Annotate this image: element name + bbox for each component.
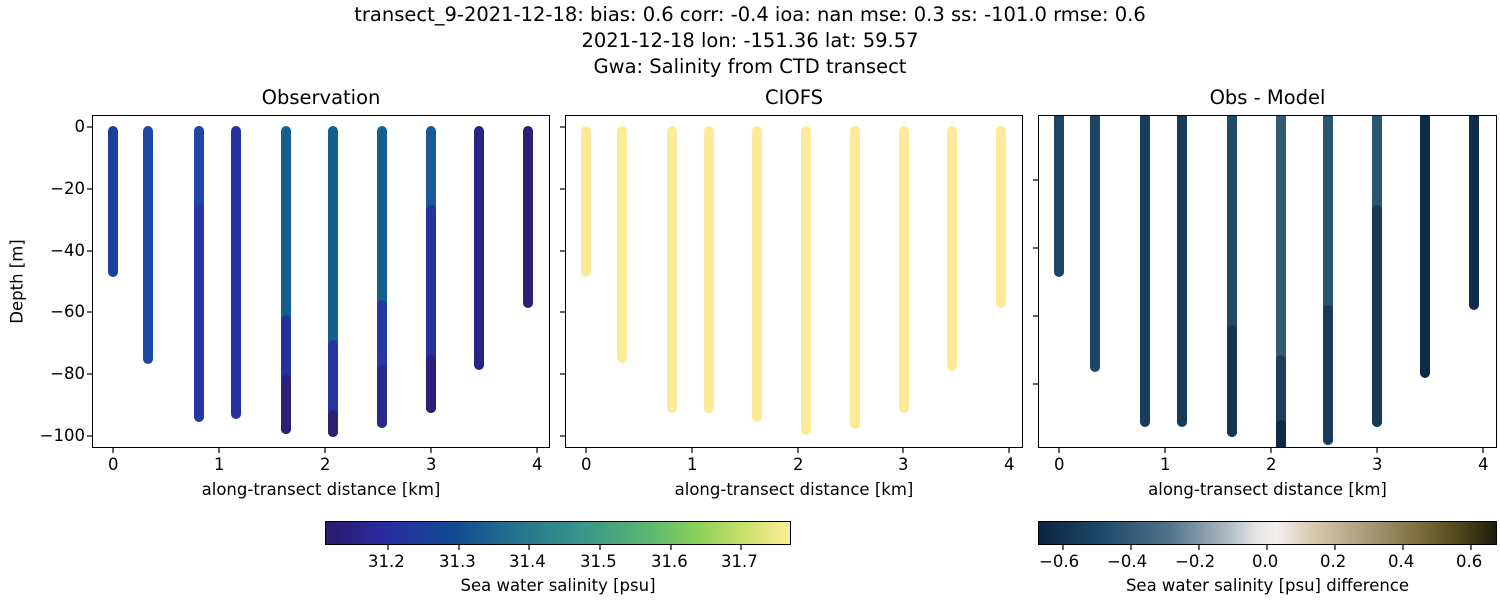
obs-model-y-ticks — [1033, 179, 1038, 385]
xtick-label: 4 — [532, 455, 543, 474]
panel-title-observation: Observation — [261, 86, 381, 109]
xtick-label: 2 — [793, 455, 804, 474]
xtick-label: 3 — [898, 455, 909, 474]
salinity-colorbar-label: Sea water salinity [psu] — [460, 576, 656, 595]
observation-xlabel: along-transect distance [km] — [201, 480, 441, 499]
colorbar-tick-label: 0.2 — [1320, 552, 1347, 571]
xtick-label: 3 — [1372, 455, 1383, 474]
xtick-label: 4 — [1004, 455, 1015, 474]
ciofs-xlabel: along-transect distance [km] — [674, 480, 914, 499]
xtick-label: 2 — [1266, 455, 1277, 474]
obs-model-xlabel: along-transect distance [km] — [1148, 480, 1387, 499]
xtick-label: 1 — [687, 455, 698, 474]
observation-y-ticks — [87, 126, 92, 437]
colorbar-tick-label: 31.4 — [509, 552, 546, 571]
colorbar-tick-label: 31.5 — [580, 552, 617, 571]
xtick-label: 3 — [426, 455, 437, 474]
observation-profiles — [108, 126, 533, 437]
ytick-label: −20 — [50, 179, 85, 198]
ytick-label: −40 — [50, 241, 85, 260]
ciofs-y-ticks — [560, 126, 565, 437]
ciofs-profiles — [581, 126, 1006, 435]
colorbar-tick-label: 31.2 — [368, 552, 405, 571]
obs-model-profiles — [1054, 116, 1479, 447]
ciofs-axes — [565, 115, 1023, 448]
observation-axes — [92, 115, 550, 448]
x-ticks — [112, 448, 1484, 453]
xtick-label: 0 — [108, 455, 119, 474]
colorbar-tick-label: −0.4 — [1107, 552, 1148, 571]
colorbar-tick-label: 31.7 — [721, 552, 758, 571]
observation-ylabel: Depth [m] — [7, 239, 27, 324]
colorbar-tick-label: −0.2 — [1175, 552, 1216, 571]
colorbar-tick-label: 0.6 — [1456, 552, 1483, 571]
panel-title-obs-model: Obs - Model — [1209, 86, 1326, 109]
xtick-label: 4 — [1478, 455, 1489, 474]
figure-title-line2: 2021-12-18 lon: -151.36 lat: 59.57 — [581, 29, 919, 52]
xtick-label: 2 — [320, 455, 331, 474]
xtick-label: 1 — [1160, 455, 1171, 474]
difference-colorbar-label: Sea water salinity [psu] difference — [1125, 576, 1410, 595]
colorbar-tick-label: 0.0 — [1252, 552, 1279, 571]
figure-title-line3: Gwa: Salinity from CTD transect — [593, 55, 907, 78]
xtick-label: 0 — [581, 455, 592, 474]
ytick-label: 0 — [74, 117, 86, 136]
xtick-label: 0 — [1054, 455, 1065, 474]
ytick-label: −80 — [50, 364, 85, 383]
xtick-label: 1 — [214, 455, 225, 474]
colorbar-tick-label: −0.6 — [1039, 552, 1080, 571]
ytick-label: −60 — [50, 302, 85, 321]
figure-title-line1: transect_9-2021-12-18: bias: 0.6 corr: -… — [354, 3, 1146, 26]
salinity-colorbar — [325, 521, 791, 545]
colorbar-tick-label: 31.6 — [651, 552, 688, 571]
colorbar-tick-label: 31.3 — [439, 552, 476, 571]
panel-title-ciofs: CIOFS — [765, 86, 823, 109]
ytick-label: −100 — [39, 426, 85, 445]
colorbar-tick-label: 0.4 — [1388, 552, 1415, 571]
difference-colorbar — [1038, 521, 1497, 545]
